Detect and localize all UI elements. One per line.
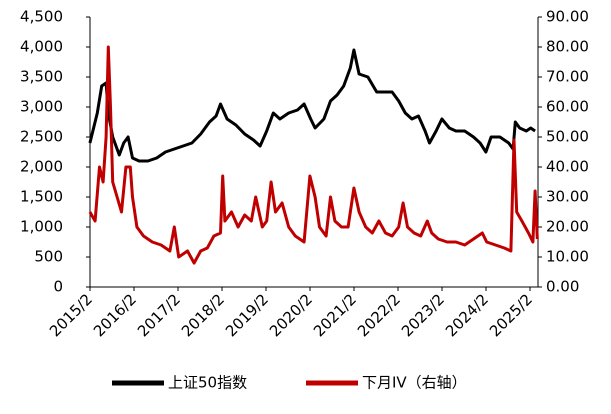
x-tick-label: 2024/2 — [442, 290, 492, 340]
y-tick-label: 1,000 — [20, 218, 63, 236]
y-tick-label: 0 — [53, 278, 63, 296]
x-tick-label: 2019/2 — [222, 290, 272, 340]
y2-tick-label: 80.00 — [546, 38, 589, 56]
x-tick-label: 2016/2 — [90, 290, 140, 340]
x-tick-label: 2023/2 — [398, 290, 448, 340]
y2-tick-label: 20.00 — [546, 218, 589, 236]
y-tick-label: 2,500 — [20, 128, 63, 146]
legend-label: 下月IV（右轴） — [362, 374, 467, 392]
y-tick-label: 500 — [34, 248, 63, 266]
x-tick-label: 2015/2 — [46, 290, 96, 340]
y2-tick-label: 70.00 — [546, 68, 589, 86]
x-tick-label: 2025/2 — [486, 290, 536, 340]
y2-tick-label: 30.00 — [546, 188, 589, 206]
y2-tick-label: 10.00 — [546, 248, 589, 266]
y2-tick-label: 40.00 — [546, 158, 589, 176]
y-tick-label: 4,500 — [20, 8, 63, 26]
x-tick-label: 2020/2 — [266, 290, 316, 340]
series-line — [88, 45, 539, 265]
x-tick-label: 2021/2 — [310, 290, 360, 340]
y2-tick-label: 60.00 — [546, 98, 589, 116]
y2-tick-label: 50.00 — [546, 128, 589, 146]
y-tick-label: 3,500 — [20, 68, 63, 86]
x-tick-label: 2018/2 — [178, 290, 228, 340]
y-tick-label: 2,000 — [20, 158, 63, 176]
y-tick-label: 1,500 — [20, 188, 63, 206]
x-tick-label: 2017/2 — [134, 290, 184, 340]
y2-tick-label: 0.00 — [546, 278, 579, 296]
y-tick-label: 4,000 — [20, 38, 63, 56]
series-line — [88, 48, 536, 163]
y-tick-label: 3,000 — [20, 98, 63, 116]
legend-label: 上证50指数 — [168, 374, 247, 392]
x-tick-label: 2022/2 — [354, 290, 404, 340]
y2-tick-label: 90.00 — [546, 8, 589, 26]
